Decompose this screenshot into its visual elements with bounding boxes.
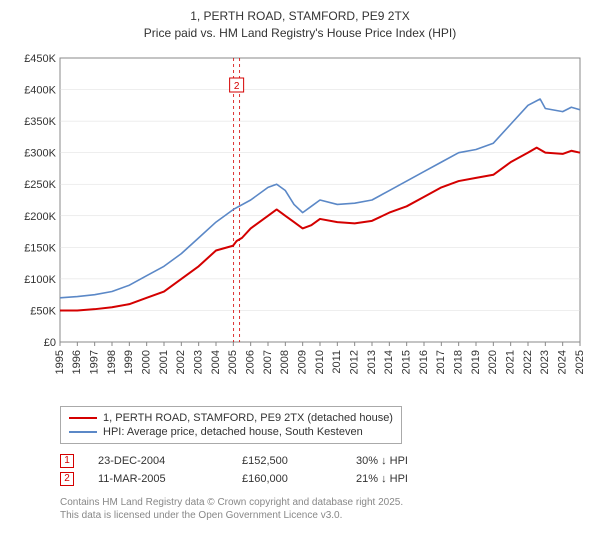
svg-text:2020: 2020 <box>487 350 499 374</box>
svg-text:£450K: £450K <box>24 53 56 65</box>
svg-text:2023: 2023 <box>539 350 551 374</box>
point-marker: 2 <box>60 472 74 486</box>
svg-text:1996: 1996 <box>71 350 83 374</box>
point-price: £160,000 <box>242 473 332 485</box>
svg-text:2000: 2000 <box>141 350 153 374</box>
svg-text:2009: 2009 <box>297 350 309 374</box>
credit-line2: This data is licensed under the Open Gov… <box>60 509 590 522</box>
svg-text:2013: 2013 <box>366 350 378 374</box>
svg-text:2005: 2005 <box>227 350 239 374</box>
legend: 1, PERTH ROAD, STAMFORD, PE9 2TX (detach… <box>60 406 402 444</box>
chart-area: £0 £50K £100K £150K £200K £250K £300K £350K £400… <box>10 50 590 400</box>
svg-text:2010: 2010 <box>314 350 326 374</box>
svg-text:£350K: £350K <box>24 116 56 128</box>
point-date: 23-DEC-2004 <box>98 455 218 467</box>
point-change: 30% ↓ HPI <box>356 455 408 467</box>
svg-text:2004: 2004 <box>210 350 222 374</box>
point-date: 11-MAR-2005 <box>98 473 218 485</box>
point-row: 1 23-DEC-2004 £152,500 30% ↓ HPI <box>60 452 590 470</box>
points-table: 1 23-DEC-2004 £152,500 30% ↓ HPI 2 11-MAR-200… <box>60 452 590 488</box>
svg-text:2007: 2007 <box>262 350 274 374</box>
svg-text:£50K: £50K <box>30 305 56 317</box>
svg-text:1995: 1995 <box>54 350 66 374</box>
svg-text:£150K: £150K <box>24 242 56 254</box>
svg-text:2021: 2021 <box>505 350 517 374</box>
svg-text:2002: 2002 <box>175 350 187 374</box>
point-marker: 1 <box>60 454 74 468</box>
svg-text:£200K: £200K <box>24 210 56 222</box>
svg-text:2001: 2001 <box>158 350 170 374</box>
chart-svg: £0 £50K £100K £150K £200K £250K £300K £350K £400… <box>10 50 590 400</box>
legend-row: 1, PERTH ROAD, STAMFORD, PE9 2TX (detach… <box>69 411 393 425</box>
svg-text:1998: 1998 <box>106 350 118 374</box>
svg-text:2019: 2019 <box>470 350 482 374</box>
title-line1: 1, PERTH ROAD, STAMFORD, PE9 2TX <box>10 8 590 25</box>
svg-text:2017: 2017 <box>435 350 447 374</box>
credit-block: Contains HM Land Registry data © Crown c… <box>60 496 590 522</box>
svg-text:1997: 1997 <box>89 350 101 374</box>
svg-text:2003: 2003 <box>193 350 205 374</box>
svg-text:£400K: £400K <box>24 84 56 96</box>
legend-swatch <box>69 431 97 433</box>
chart-title-block: 1, PERTH ROAD, STAMFORD, PE9 2TX Price p… <box>10 8 590 42</box>
point-change: 21% ↓ HPI <box>356 473 408 485</box>
svg-text:£0: £0 <box>44 337 56 349</box>
legend-swatch <box>69 417 97 419</box>
svg-text:£300K: £300K <box>24 147 56 159</box>
point-price: £152,500 <box>242 455 332 467</box>
svg-text:2011: 2011 <box>331 350 343 374</box>
svg-text:2015: 2015 <box>401 350 413 374</box>
svg-text:2006: 2006 <box>245 350 257 374</box>
svg-text:2012: 2012 <box>349 350 361 374</box>
svg-text:£100K: £100K <box>24 273 56 285</box>
legend-row: HPI: Average price, detached house, Sout… <box>69 425 393 439</box>
svg-text:2018: 2018 <box>453 350 465 374</box>
title-line2: Price paid vs. HM Land Registry's House … <box>10 25 590 42</box>
svg-text:2008: 2008 <box>279 350 291 374</box>
svg-text:1999: 1999 <box>123 350 135 374</box>
svg-text:2016: 2016 <box>418 350 430 374</box>
svg-text:£250K: £250K <box>24 179 56 191</box>
credit-line1: Contains HM Land Registry data © Crown c… <box>60 496 590 509</box>
legend-label: HPI: Average price, detached house, Sout… <box>103 426 363 438</box>
svg-text:2024: 2024 <box>557 350 569 374</box>
svg-text:2014: 2014 <box>383 350 395 374</box>
point-row: 2 11-MAR-2005 £160,000 21% ↓ HPI <box>60 470 590 488</box>
svg-text:2022: 2022 <box>522 350 534 374</box>
svg-text:2: 2 <box>234 81 240 92</box>
legend-label: 1, PERTH ROAD, STAMFORD, PE9 2TX (detach… <box>103 412 393 424</box>
svg-text:2025: 2025 <box>574 350 586 374</box>
